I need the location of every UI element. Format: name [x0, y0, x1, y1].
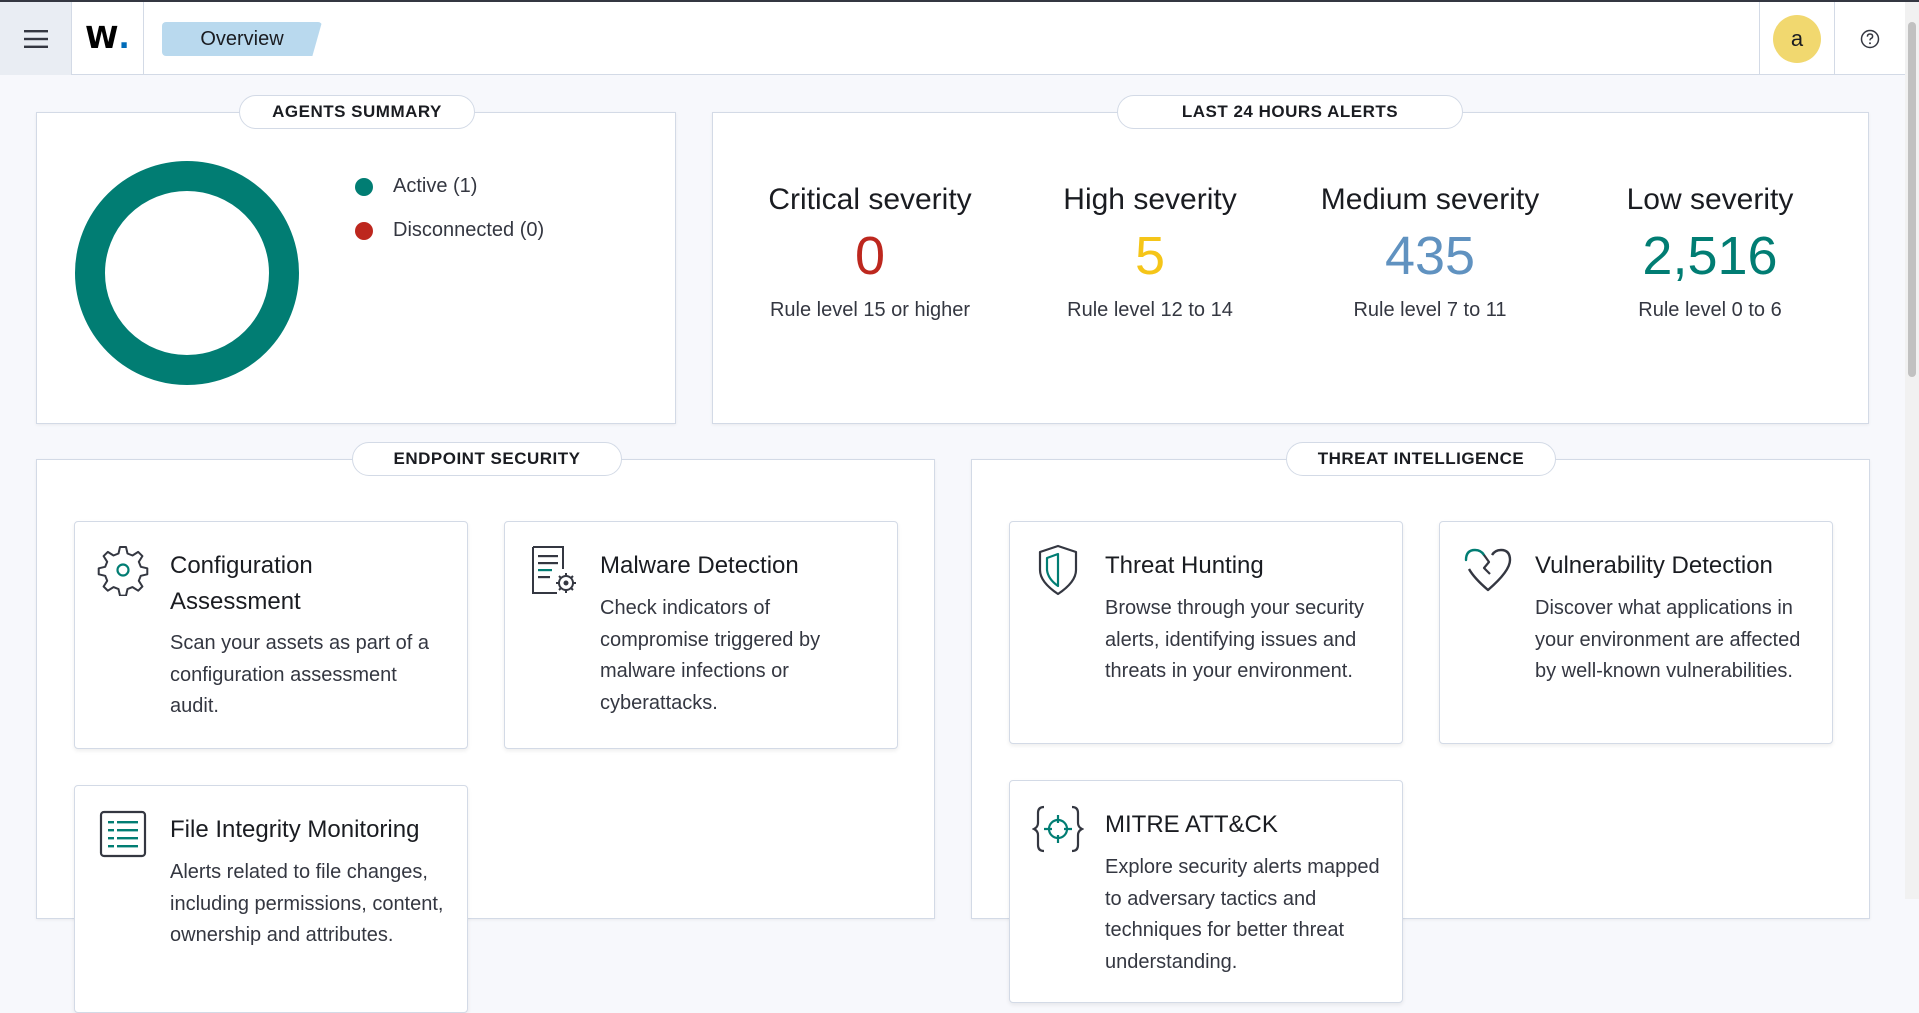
top-bar: W. Overview a	[0, 2, 1905, 75]
window-top-border	[0, 0, 1919, 2]
document-gear-icon	[532, 546, 576, 594]
threat-intelligence-title: THREAT INTELLIGENCE	[1286, 442, 1556, 476]
broken-heart-icon	[1464, 548, 1512, 592]
user-menu: a	[1759, 2, 1835, 75]
breadcrumb-overview[interactable]: Overview	[162, 22, 322, 56]
card-vulnerability-detection[interactable]: Vulnerability Detection Discover what ap…	[1439, 521, 1833, 744]
threat-intelligence-panel: THREAT INTELLIGENCE Threat Hunting Brows…	[971, 442, 1870, 1003]
endpoint-security-title: ENDPOINT SECURITY	[352, 442, 622, 476]
shield-icon	[1038, 544, 1078, 596]
app-logo[interactable]: W.	[72, 2, 144, 75]
legend-label-disconnected: Disconnected (0)	[393, 219, 545, 241]
legend-dot-disconnected	[355, 221, 373, 240]
medium-severity-title: Medium severity	[1320, 183, 1540, 216]
hamburger-icon	[23, 29, 48, 48]
medium-severity-value: 435	[1384, 226, 1476, 286]
low-severity-value: 2,516	[1642, 226, 1778, 286]
alerts-panel: LAST 24 HOURS ALERTS Critical severity 0…	[712, 95, 1869, 424]
card-configuration-assessment[interactable]: Configuration Assessment Scan your asset…	[74, 521, 468, 749]
card-file-integrity-monitoring[interactable]: File Integrity Monitoring Alerts related…	[74, 785, 468, 1013]
card-desc-file-integrity-monitoring: Alerts related to file changes, includin…	[170, 861, 444, 946]
card-mitre-attack[interactable]: MITRE ATT&CK Explore security alerts map…	[1009, 780, 1403, 1003]
card-title-mitre-attack: MITRE ATT&CK	[1105, 811, 1278, 838]
card-title-threat-hunting: Threat Hunting	[1105, 552, 1264, 579]
menu-button[interactable]	[0, 2, 72, 75]
low-severity-desc: Rule level 0 to 6	[1638, 299, 1782, 321]
legend-item-active: Active (1)	[355, 175, 477, 198]
critical-severity-title: Critical severity	[768, 183, 972, 216]
card-threat-hunting[interactable]: Threat Hunting Browse through your secur…	[1009, 521, 1403, 744]
card-title-vulnerability-detection: Vulnerability Detection	[1535, 552, 1773, 579]
low-severity-stat[interactable]: Low severity 2,516 Rule level 0 to 6	[1575, 183, 1845, 322]
agents-donut-chart[interactable]	[72, 158, 302, 388]
crosshair-icon	[1032, 805, 1084, 853]
critical-severity-value: 0	[854, 226, 886, 286]
page-scrollbar[interactable]	[1905, 2, 1919, 899]
agents-summary-title: AGENTS SUMMARY	[239, 95, 475, 129]
high-severity-title: High severity	[1063, 183, 1237, 216]
high-severity-desc: Rule level 12 to 14	[1067, 299, 1233, 321]
medium-severity-desc: Rule level 7 to 11	[1353, 299, 1507, 321]
avatar[interactable]: a	[1773, 14, 1821, 63]
logo-dot: .	[118, 21, 130, 56]
agents-summary-panel: AGENTS SUMMARY Active (1) Disconnected (…	[36, 95, 676, 424]
high-severity-stat[interactable]: High severity 5 Rule level 12 to 14	[1015, 183, 1285, 322]
legend-dot-active	[355, 177, 373, 196]
legend-label-active: Active (1)	[393, 175, 478, 197]
critical-severity-stat[interactable]: Critical severity 0 Rule level 15 or hig…	[735, 183, 1005, 322]
gear-icon	[97, 546, 149, 596]
endpoint-security-panel: ENDPOINT SECURITY Configuration Assessme…	[36, 442, 935, 1013]
help-button[interactable]	[1835, 2, 1905, 75]
high-severity-value: 5	[1134, 226, 1166, 286]
card-title-malware-detection: Malware Detection	[600, 552, 799, 579]
card-desc-threat-hunting: Browse through your security alerts, ide…	[1105, 597, 1365, 682]
card-title-configuration-assessment: Configuration Assessment	[170, 552, 313, 615]
card-desc-mitre-attack: Explore security alerts mapped to advers…	[1105, 856, 1380, 973]
legend-item-disconnected: Disconnected (0)	[355, 219, 544, 242]
logo-letter: W	[85, 21, 119, 56]
help-icon	[1860, 29, 1880, 48]
alerts-title: LAST 24 HOURS ALERTS	[1117, 95, 1463, 129]
low-severity-title: Low severity	[1626, 183, 1794, 216]
list-document-icon	[99, 810, 147, 858]
critical-severity-desc: Rule level 15 or higher	[769, 299, 971, 321]
medium-severity-stat[interactable]: Medium severity 435 Rule level 7 to 11	[1295, 183, 1565, 322]
scrollbar-thumb[interactable]	[1908, 22, 1916, 377]
card-title-file-integrity-monitoring: File Integrity Monitoring	[170, 816, 420, 843]
card-malware-detection[interactable]: Malware Detection Check indicators of co…	[504, 521, 898, 749]
card-desc-vulnerability-detection: Discover what applications in your envir…	[1535, 597, 1801, 682]
card-desc-configuration-assessment: Scan your assets as part of a configurat…	[170, 632, 430, 717]
card-desc-malware-detection: Check indicators of compromise triggered…	[600, 597, 821, 714]
